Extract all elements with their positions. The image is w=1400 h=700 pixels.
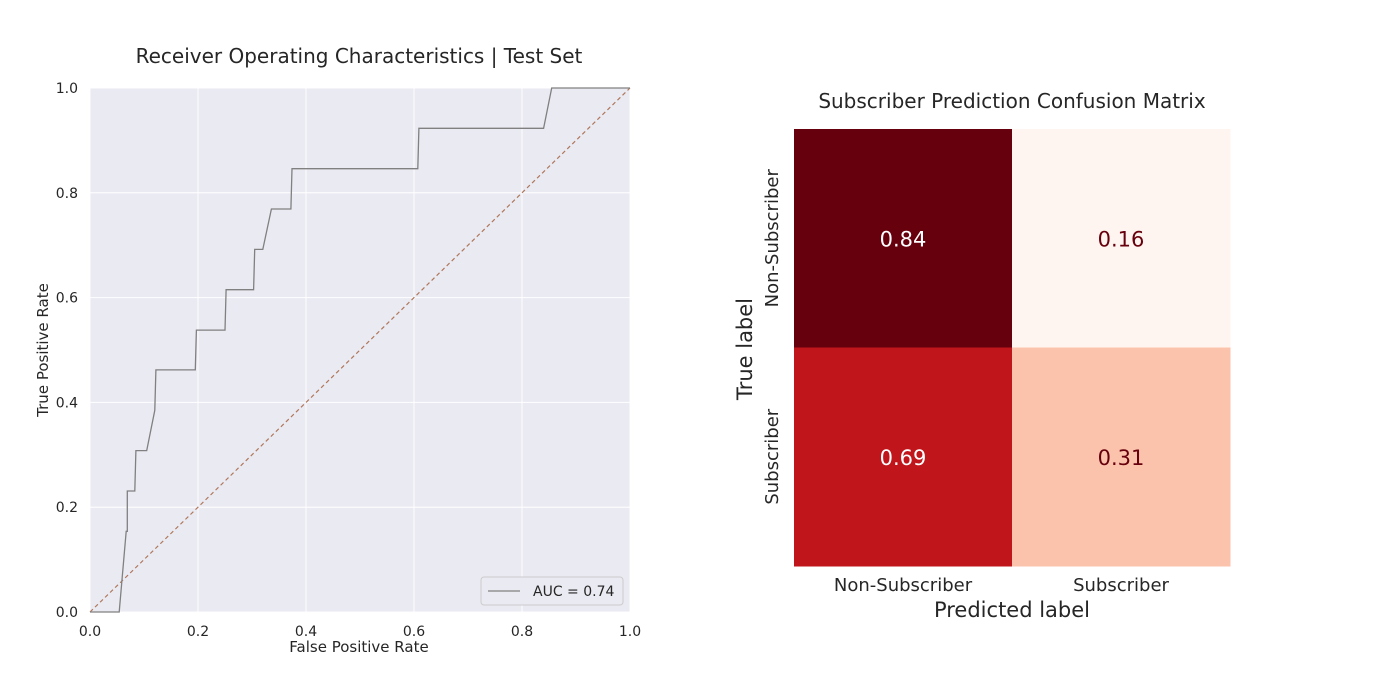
roc-x-axis-label: False Positive Rate bbox=[289, 638, 428, 656]
roc-x-tick-label: 0.6 bbox=[403, 624, 425, 640]
roc-x-tick-label: 1.0 bbox=[619, 624, 641, 640]
roc-chart: Receiver Operating Characteristics | Tes… bbox=[34, 44, 641, 656]
roc-legend: AUC = 0.74 bbox=[480, 576, 624, 606]
roc-chart-title: Receiver Operating Characteristics | Tes… bbox=[136, 44, 583, 68]
confusion-matrix-cells: 0.84 0.16 0.69 0.31 bbox=[794, 129, 1231, 567]
roc-x-tick-label: 0.2 bbox=[187, 624, 209, 640]
roc-curve-line bbox=[90, 87, 630, 613]
confusion-matrix-cell-value: 0.69 bbox=[880, 446, 927, 470]
confusion-matrix-y-axis-label: True label bbox=[733, 298, 757, 401]
confusion-matrix-y-tick-label: Non-Subscriber bbox=[762, 169, 783, 308]
confusion-matrix-x-axis-label: Predicted label bbox=[934, 598, 1090, 622]
confusion-matrix-cell-value: 0.84 bbox=[880, 227, 927, 251]
roc-x-ticks: 0.0 0.2 0.4 0.6 0.8 1.0 bbox=[79, 624, 641, 640]
confusion-matrix-cell bbox=[794, 347, 1013, 567]
confusion-matrix-x-tick-label: Non-Subscriber bbox=[834, 575, 973, 596]
confusion-matrix-title: Subscriber Prediction Confusion Matrix bbox=[818, 89, 1206, 113]
roc-y-axis-label: True Positive Rate bbox=[34, 283, 52, 418]
confusion-matrix-chart: Subscriber Prediction Confusion Matrix 0… bbox=[733, 89, 1231, 622]
confusion-matrix-x-ticks: Non-Subscriber Subscriber bbox=[834, 575, 1170, 596]
confusion-matrix-cell-value: 0.31 bbox=[1098, 446, 1145, 470]
roc-y-tick-label: 1.0 bbox=[56, 81, 78, 97]
roc-x-tick-label: 0.0 bbox=[79, 624, 101, 640]
confusion-matrix-cell-value: 0.16 bbox=[1098, 227, 1145, 251]
roc-y-tick-label: 0.4 bbox=[56, 395, 78, 411]
roc-y-tick-label: 0.2 bbox=[56, 500, 78, 516]
roc-y-tick-label: 0.8 bbox=[56, 186, 78, 202]
confusion-matrix-y-ticks: Non-Subscriber Subscriber bbox=[762, 169, 783, 505]
confusion-matrix-x-tick-label: Subscriber bbox=[1073, 575, 1169, 596]
roc-plot-area bbox=[90, 88, 630, 612]
confusion-matrix-cell bbox=[1012, 129, 1231, 348]
roc-gridlines bbox=[89, 87, 631, 613]
confusion-matrix-cell bbox=[794, 129, 1013, 348]
roc-legend-label: AUC = 0.74 bbox=[533, 584, 614, 600]
roc-y-tick-label: 0.0 bbox=[56, 605, 78, 621]
roc-y-ticks: 0.0 0.2 0.4 0.6 0.8 1.0 bbox=[56, 81, 78, 621]
confusion-matrix-y-tick-label: Subscriber bbox=[762, 408, 783, 504]
roc-x-tick-label: 0.8 bbox=[511, 624, 533, 640]
roc-y-tick-label: 0.6 bbox=[56, 291, 78, 307]
confusion-matrix-cell bbox=[1012, 347, 1231, 567]
roc-legend-box bbox=[480, 576, 624, 606]
roc-x-tick-label: 0.4 bbox=[295, 624, 317, 640]
